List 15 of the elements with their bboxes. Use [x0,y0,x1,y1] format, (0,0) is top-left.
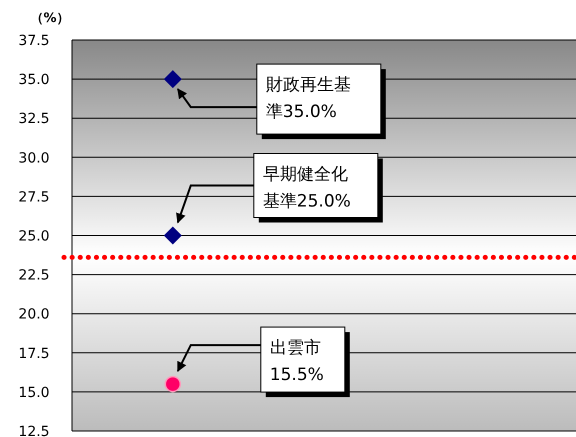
y-tick-label: 15.0 [18,384,50,401]
y-tick-label: 12.5 [18,424,50,437]
y-tick-label: 25.0 [18,228,50,244]
y-tick-label: 37.5 [18,33,50,49]
y-tick-label: 20.0 [18,306,50,323]
annotation: 早期健全化基準25.0% [262,164,351,212]
y-tick-label: 22.5 [18,268,50,284]
y-tick-label: 32.5 [18,111,50,128]
annotation: 出雲市15.5% [270,338,324,386]
y-tick-label: 30.0 [18,150,50,166]
y-tick-label: 17.5 [18,346,50,362]
annotation: 財政再生基準35.0% [266,75,351,122]
y-axis-title: （%） [30,11,70,26]
y-tick-label: 27.5 [18,189,50,206]
y-tick-label: 35.0 [18,72,50,88]
